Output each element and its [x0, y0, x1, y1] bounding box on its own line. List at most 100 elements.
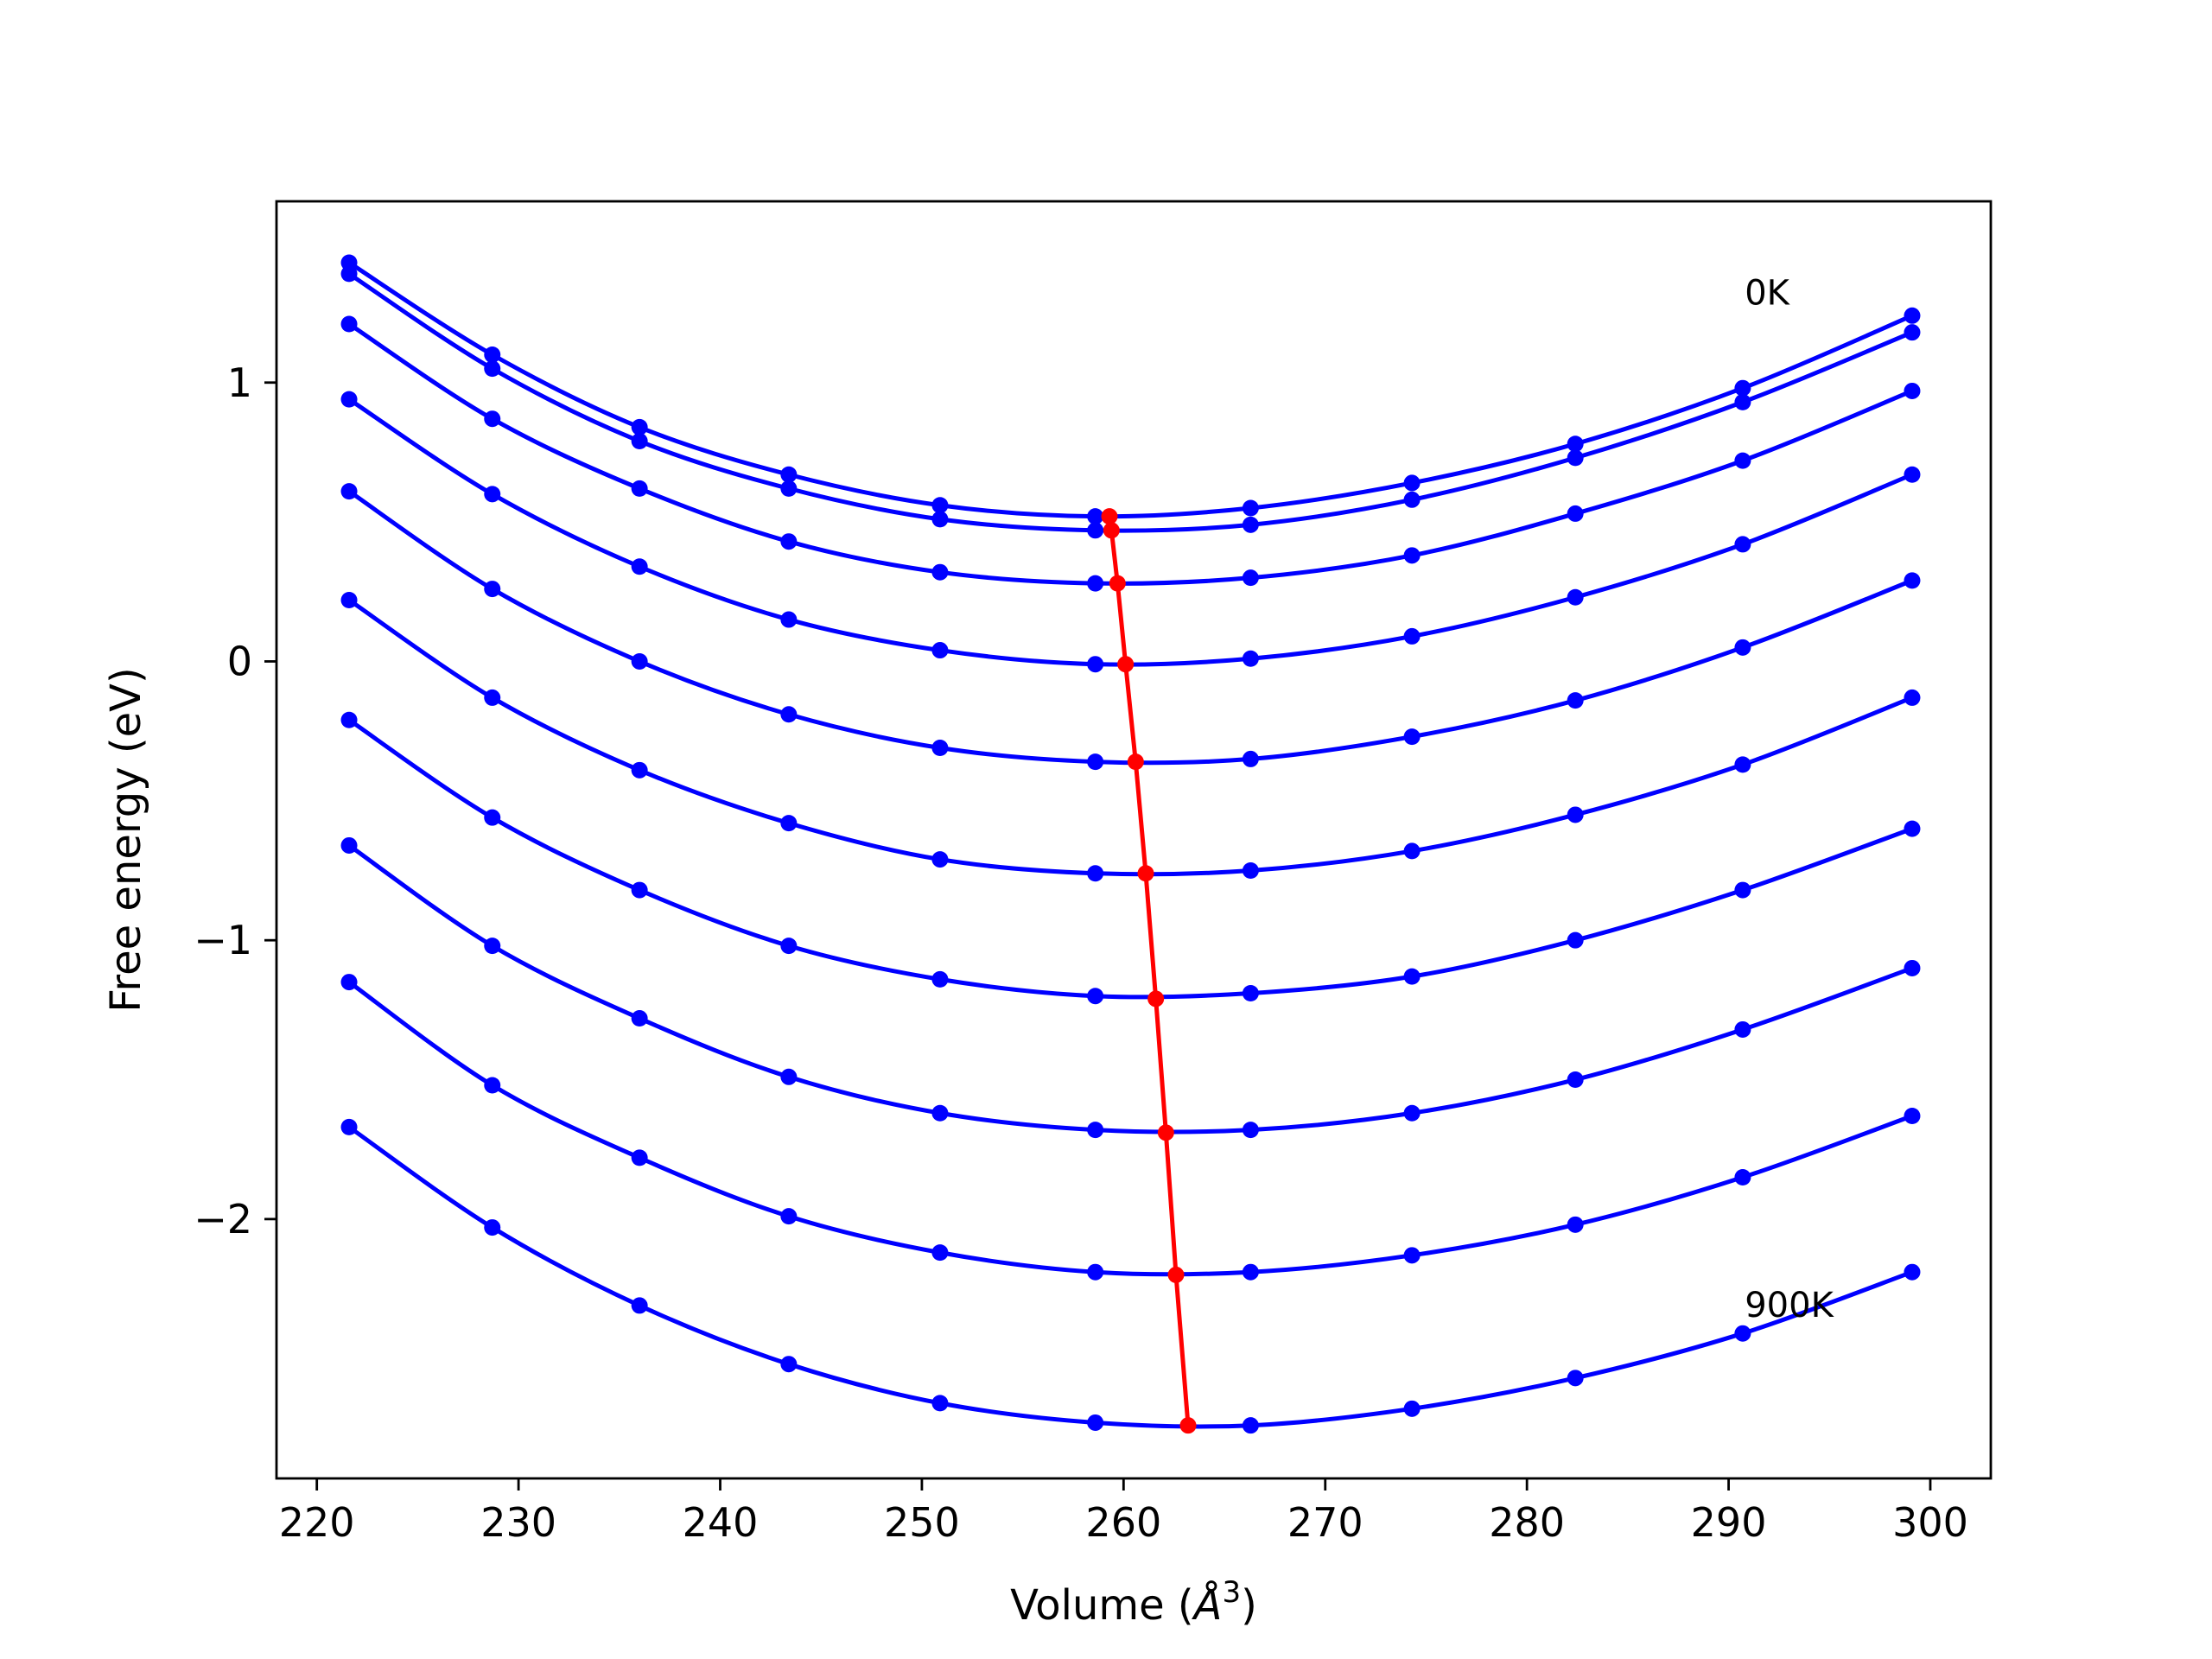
curve-point	[340, 974, 358, 991]
minimum-point	[1179, 1417, 1197, 1434]
curve-point	[631, 761, 648, 779]
curve-point	[931, 970, 949, 988]
curve-point	[931, 497, 949, 514]
curve-point	[484, 809, 501, 826]
curve-point	[340, 265, 358, 283]
curve-point	[780, 466, 798, 483]
curve-point	[1904, 959, 1921, 976]
minimum-point	[1157, 1124, 1174, 1141]
curve-point	[780, 815, 798, 832]
curve-point	[780, 1208, 798, 1225]
curve-point	[484, 360, 501, 378]
curve-point	[631, 1297, 648, 1314]
curve-point	[340, 315, 358, 333]
curve-point	[1734, 1325, 1751, 1342]
curve-point	[1242, 499, 1259, 517]
minimum-point	[1147, 990, 1165, 1007]
curve-point	[780, 533, 798, 550]
curve-point	[1242, 1122, 1259, 1139]
curve-point	[1567, 505, 1584, 522]
curve-point	[1904, 572, 1921, 589]
x-axis-label: Volume (Å3)	[1010, 1575, 1257, 1630]
curve-point	[1242, 861, 1259, 879]
curve-2	[340, 315, 1921, 592]
curve-point	[631, 652, 648, 670]
curve-9	[340, 1118, 1921, 1434]
curve-point	[1904, 324, 1921, 341]
curve-point	[1904, 1263, 1921, 1281]
curve-point	[780, 611, 798, 628]
curve-point	[484, 581, 501, 598]
curve-point	[1403, 491, 1421, 508]
curve-point	[1087, 656, 1104, 673]
y-tick-label: 0	[227, 638, 252, 684]
curve-point	[631, 558, 648, 575]
curve-point	[484, 1219, 501, 1236]
minimum-line	[1107, 516, 1191, 1426]
curve-point	[1567, 435, 1584, 453]
curve-point	[1734, 393, 1751, 410]
curve-3	[340, 391, 1921, 673]
curve-point	[1087, 1122, 1104, 1139]
curve-point	[631, 418, 648, 435]
curve-point	[931, 1104, 949, 1122]
temperature-label: 0K	[1745, 273, 1790, 313]
curve-point	[1087, 1414, 1104, 1431]
curve-point	[1087, 988, 1104, 1005]
curve-point	[1904, 1107, 1921, 1124]
minimum-locus	[1101, 508, 1197, 1434]
temperature-label: 900K	[1745, 1286, 1834, 1325]
curve-point	[931, 642, 949, 659]
curve-point	[484, 689, 501, 706]
curve-point	[1734, 881, 1751, 899]
curve-point	[780, 706, 798, 723]
curve-point	[1403, 842, 1421, 860]
curve-point	[780, 1356, 798, 1373]
curve-point	[1087, 575, 1104, 592]
curve-7	[340, 836, 1921, 1139]
x-axis-label-close: )	[1241, 1581, 1257, 1630]
curve-point	[1734, 639, 1751, 656]
curve-point	[931, 563, 949, 581]
curve-point	[631, 480, 648, 497]
curve-point	[780, 1068, 798, 1085]
curve-point	[1904, 382, 1921, 399]
curve-point	[484, 1077, 501, 1094]
curve-point	[631, 1010, 648, 1027]
x-axis-label-symbol: Å	[1192, 1580, 1223, 1630]
x-tick-label: 240	[683, 1499, 759, 1546]
y-tick-label: −2	[194, 1196, 252, 1243]
curve-point	[1567, 449, 1584, 467]
x-tick-label: 220	[279, 1499, 355, 1546]
x-tick-label: 260	[1085, 1499, 1161, 1546]
curve-point	[1403, 968, 1421, 985]
x-tick-label: 290	[1691, 1499, 1767, 1546]
curve-point	[1734, 1020, 1751, 1038]
x-tick-label: 280	[1489, 1499, 1565, 1546]
curve-point	[1403, 1104, 1421, 1122]
curve-point	[1734, 1168, 1751, 1185]
curve-point	[340, 391, 358, 408]
curve-point	[1242, 750, 1259, 767]
curve-6	[340, 711, 1921, 1005]
y-tick-label: 1	[227, 359, 252, 406]
curve-5	[340, 591, 1921, 882]
curve-point	[1904, 820, 1921, 837]
curve-point	[1734, 452, 1751, 469]
minimum-point	[1101, 508, 1118, 525]
x-tick-label: 230	[480, 1499, 556, 1546]
curve-point	[631, 433, 648, 450]
curve-point	[340, 836, 358, 854]
curve-point	[1242, 1417, 1259, 1434]
curve-point	[1242, 569, 1259, 587]
curve-point	[1403, 1400, 1421, 1417]
x-tick-label: 250	[884, 1499, 960, 1546]
curve-point	[931, 1244, 949, 1262]
x-tick-label: 270	[1287, 1499, 1363, 1546]
curve-point	[1087, 753, 1104, 771]
curve-point	[1567, 588, 1584, 606]
curve-point	[1567, 1071, 1584, 1089]
curve-8	[340, 974, 1921, 1281]
